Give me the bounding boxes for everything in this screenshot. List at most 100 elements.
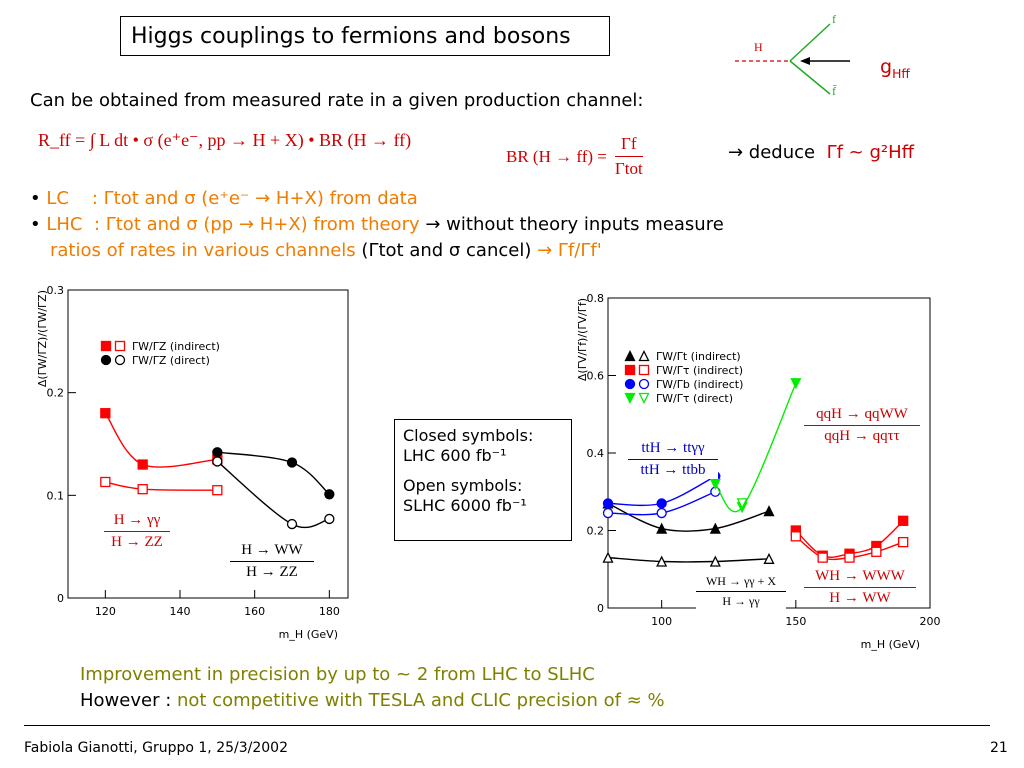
data-point: [137, 484, 148, 495]
br-equation: BR (H → ff) = Γf Γtot: [506, 134, 643, 178]
data-point: [324, 489, 335, 500]
data-point: [656, 507, 667, 519]
legend-marker: [624, 350, 636, 362]
footer-author: Fabiola Gianotti, Gruppo 1, 25/3/2002: [24, 740, 288, 756]
x-tick-label: 200: [920, 615, 941, 628]
legend-entry: ΓW/ΓZ (indirect): [132, 340, 220, 353]
rate-equation: R_ff = ∫ L dt • σ (e⁺e⁻, pp → H + X) • B…: [38, 130, 412, 150]
data-point: [709, 555, 721, 567]
annot-qqh: qqH → qqWW qqH → qqττ: [804, 406, 920, 445]
data-point: [212, 485, 223, 496]
diagram-h-label: H: [754, 40, 763, 54]
closed-symbols-label: Closed symbols:: [403, 426, 534, 445]
legend-entry: ΓW/Γτ (direct): [656, 392, 733, 405]
y-tick-label: 0.1: [47, 489, 65, 502]
data-point: [656, 498, 667, 509]
x-tick-label: 100: [651, 615, 672, 628]
legend-marker: [114, 340, 126, 352]
y-tick-label: 0.2: [587, 525, 605, 538]
slide-title: Higgs couplings to fermions and bosons: [120, 16, 610, 56]
gw-gz-chart: 120 140 160 180 0 0.1 0.2 0.3 m_H (GeV) Δ(ΓW/ΓZ)/…: [36, 284, 349, 641]
data-point: [324, 513, 335, 525]
legend-marker: [638, 378, 650, 390]
y-tick-label: 0: [597, 602, 604, 615]
x-tick-label: 180: [319, 605, 340, 618]
diagram-fbar-label: f̄: [832, 84, 836, 98]
y-tick-label: 0: [57, 592, 64, 605]
data-point: [817, 552, 828, 563]
data-point: [763, 552, 775, 564]
legend-entry: ΓW/Γb (indirect): [656, 378, 743, 391]
data-point: [790, 531, 801, 542]
x-tick-label: 140: [170, 605, 191, 618]
data-point: [137, 459, 148, 470]
deduce-text: → deduce Γf ~ g²Hff: [728, 142, 915, 163]
legend-marker: [624, 392, 636, 404]
data-point: [871, 546, 882, 557]
annot-wh-www: WH → WWW H → WW: [804, 568, 916, 607]
data-point: [602, 498, 614, 509]
series-line: [607, 502, 770, 532]
data-point: [898, 515, 909, 526]
y-tick-label: 0.8: [587, 292, 605, 305]
legend-marker: [638, 364, 650, 376]
x-axis-label: m_H (GeV): [279, 628, 338, 641]
legend-entry: ΓW/Γτ (indirect): [656, 364, 743, 377]
symbols-legend-box: Closed symbols: LHC 600 fb⁻¹ Open symbol…: [394, 419, 572, 541]
data-point: [656, 555, 668, 567]
x-tick-label: 150: [785, 615, 806, 628]
y-axis-label: Δ(ΓV/Γf)/(ΓV/Γf): [576, 298, 589, 381]
legend-entry: ΓW/Γt (indirect): [656, 350, 741, 363]
legend-marker: [114, 354, 126, 366]
data-point: [100, 476, 111, 488]
y-tick-label: 0.2: [47, 387, 65, 400]
x-tick-label: 160: [244, 605, 265, 618]
open-symbols-label: Open symbols:: [403, 476, 523, 495]
data-point: [212, 447, 223, 458]
intro-text: Can be obtained from measured rate in a …: [30, 90, 644, 111]
data-point: [736, 498, 748, 510]
x-tick-label: 120: [95, 605, 116, 618]
data-point: [709, 478, 721, 490]
legend-marker: [624, 378, 636, 390]
y-tick-label: 0.4: [587, 447, 605, 460]
lhc-lumi-label: LHC 600 fb⁻¹: [403, 446, 507, 465]
bullet-lc: • LC : Γtot and σ (e⁺e⁻ → H+X) from data: [30, 188, 418, 209]
annot-hgg-hzz: H → γγ H → ZZ: [104, 512, 170, 551]
coupling-label: gHff: [880, 56, 910, 81]
data-point: [656, 522, 668, 534]
conclusion-line1: Improvement in precision by up to ~ 2 fr…: [80, 664, 595, 685]
bullet-lhc: • LHC : Γtot and σ (pp → H+X) from theor…: [30, 214, 724, 235]
y-tick-label: 0.6: [587, 370, 605, 383]
bullet-lhc-cont: ratios of rates in various channels (Γto…: [50, 240, 602, 261]
y-axis-label: Δ(ΓW/ΓZ)/(ΓW/ΓZ): [36, 290, 49, 387]
legend-marker: [624, 364, 636, 376]
slhc-lumi-label: SLHC 6000 fb⁻¹: [403, 496, 527, 515]
legend-marker: [100, 340, 112, 352]
legend-entry: ΓW/ΓZ (direct): [132, 354, 210, 367]
y-tick-label: 0.3: [47, 284, 65, 297]
legend-marker: [100, 354, 112, 366]
series-line: [607, 556, 770, 563]
data-point: [100, 408, 111, 419]
conclusion-line2: However : not competitive with TESLA and…: [80, 690, 665, 711]
legend-marker: [638, 350, 650, 362]
data-point: [286, 457, 298, 468]
legend-marker: [638, 392, 650, 404]
footer-divider: [24, 725, 990, 726]
annot-hww-hzz: H → WW H → ZZ: [230, 542, 314, 581]
data-point: [790, 378, 802, 390]
data-point: [602, 507, 614, 519]
data-point: [898, 536, 909, 548]
annot-tth: ttH → ttγγ ttH → ttbb: [628, 440, 718, 479]
data-point: [286, 518, 298, 530]
x-axis-label: m_H (GeV): [861, 638, 920, 651]
data-point: [763, 505, 775, 517]
diagram-f-label: f: [832, 12, 836, 26]
higgs-vertex-diagram: [735, 23, 850, 95]
data-point: [844, 552, 855, 563]
data-point: [709, 522, 721, 534]
data-point: [602, 551, 614, 563]
page-number: 21: [990, 740, 1008, 756]
